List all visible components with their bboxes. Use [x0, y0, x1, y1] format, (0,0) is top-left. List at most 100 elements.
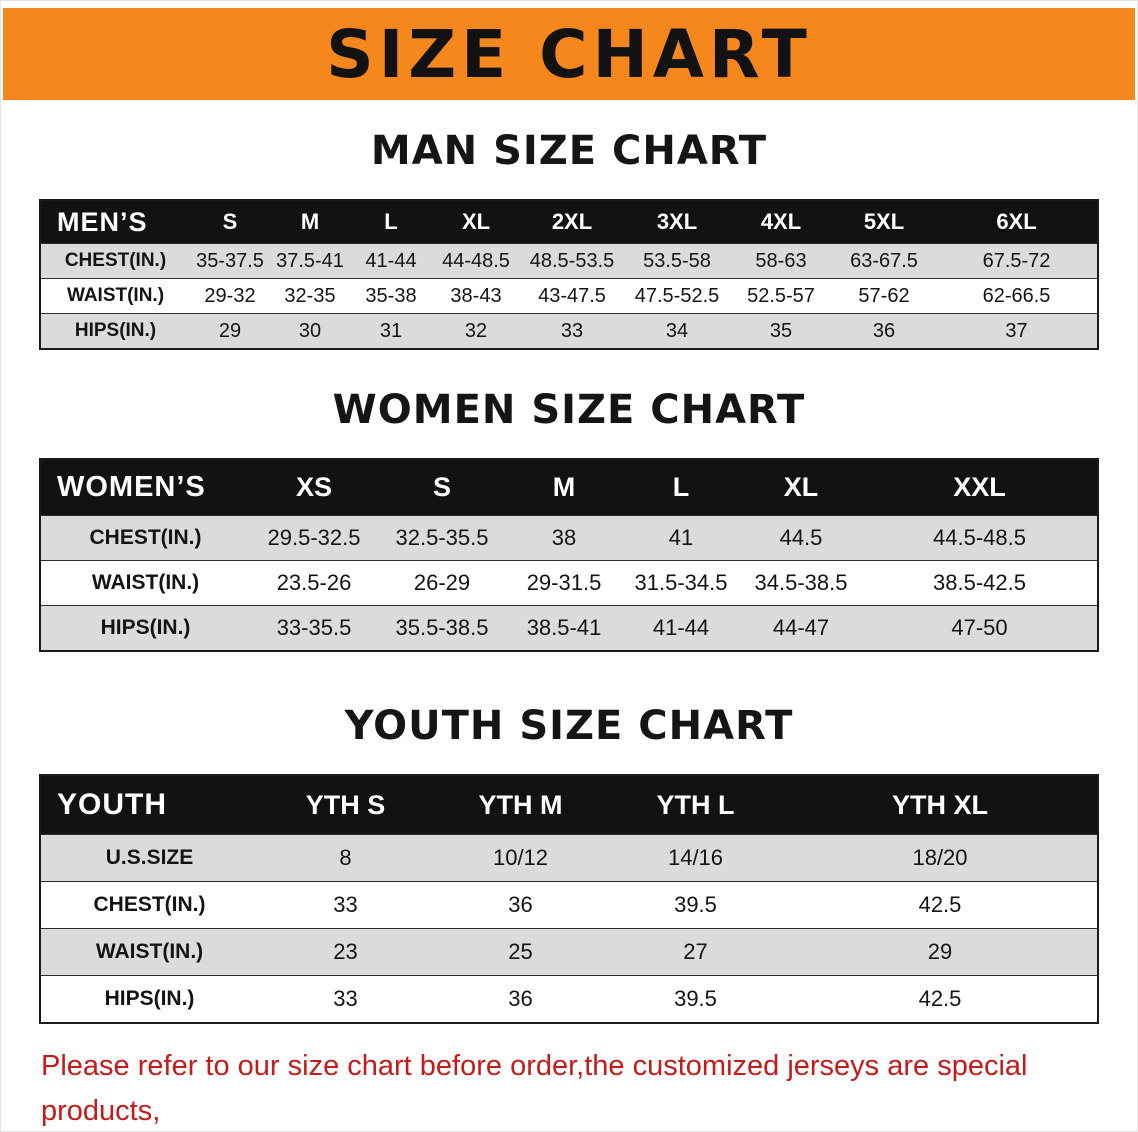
value-cell: 58-63 — [730, 243, 832, 279]
size-column-header: YTH XL — [783, 775, 1098, 835]
value-cell: 36 — [433, 975, 608, 1023]
value-cell: 35-38 — [350, 278, 432, 314]
value-cell: 47-50 — [862, 605, 1098, 651]
row-label-cell: WAIST(IN.) — [40, 278, 190, 314]
value-cell: 63-67.5 — [832, 243, 936, 279]
value-cell: 53.5-58 — [624, 243, 730, 279]
row-label-cell: CHEST(IN.) — [40, 243, 190, 279]
value-cell: 41 — [622, 515, 740, 561]
value-cell: 8 — [258, 834, 433, 882]
value-cell: 29 — [783, 928, 1098, 976]
footer-note-line-1: Please refer to our size chart before or… — [41, 1050, 1028, 1127]
value-cell: 38-43 — [432, 278, 520, 314]
value-cell: 67.5-72 — [936, 243, 1098, 279]
women-section-heading: WOMEN SIZE CHART — [332, 387, 806, 433]
value-cell: 25 — [433, 928, 608, 976]
table-row: HIPS(IN.) 33-35.5 35.5-38.5 38.5-41 41-44 44-… — [40, 605, 1098, 651]
value-cell: 38.5-41 — [506, 605, 622, 651]
value-cell: 41-44 — [350, 243, 432, 279]
size-column-header: M — [506, 459, 622, 516]
youth-size-section: YOUTH SIZE CHART YOUTH YTH S YTH M YTH L YTH… — [1, 702, 1137, 1024]
size-column-header: 3XL — [624, 200, 730, 244]
value-cell: 35-37.5 — [190, 243, 270, 279]
value-cell: 14/16 — [608, 834, 783, 882]
row-label-cell: HIPS(IN.) — [40, 975, 258, 1023]
page-title: SIZE CHART — [326, 15, 812, 93]
table-row: HIPS(IN.) 33 36 39.5 42.5 — [40, 975, 1098, 1023]
row-label-cell: CHEST(IN.) — [40, 515, 250, 561]
size-column-header: L — [350, 200, 432, 244]
row-label-cell: WAIST(IN.) — [40, 928, 258, 976]
value-cell: 35 — [730, 313, 832, 349]
size-column-header: XS — [250, 459, 378, 516]
value-cell: 33-35.5 — [250, 605, 378, 651]
table-row: WAIST(IN.) 23 25 27 29 — [40, 928, 1098, 976]
men-section-heading: MAN SIZE CHART — [370, 128, 768, 174]
value-cell: 36 — [433, 881, 608, 929]
value-cell: 32 — [432, 313, 520, 349]
table-row: U.S.SIZE 8 10/12 14/16 18/20 — [40, 834, 1098, 882]
value-cell: 47.5-52.5 — [624, 278, 730, 314]
value-cell: 29.5-32.5 — [250, 515, 378, 561]
table-corner-label: WOMEN’S — [40, 459, 250, 516]
table-header-row: MEN’S S M L XL 2XL 3XL 4XL 5XL 6XL — [40, 200, 1098, 244]
value-cell: 18/20 — [783, 834, 1098, 882]
men-size-section: MAN SIZE CHART MEN’S S M L XL 2XL 3XL 4XL 5XL 6XL… — [1, 127, 1137, 350]
size-column-header: YTH L — [608, 775, 783, 835]
row-label-cell: HIPS(IN.) — [40, 605, 250, 651]
value-cell: 33 — [520, 313, 624, 349]
size-column-header: L — [622, 459, 740, 516]
value-cell: 30 — [270, 313, 350, 349]
youth-section-heading: YOUTH SIZE CHART — [344, 703, 794, 749]
value-cell: 52.5-57 — [730, 278, 832, 314]
value-cell: 44.5-48.5 — [862, 515, 1098, 561]
value-cell: 29 — [190, 313, 270, 349]
row-label-cell: CHEST(IN.) — [40, 881, 258, 929]
value-cell: 44-48.5 — [432, 243, 520, 279]
value-cell: 42.5 — [783, 881, 1098, 929]
value-cell: 26-29 — [378, 560, 506, 606]
value-cell: 31 — [350, 313, 432, 349]
men-size-table: MEN’S S M L XL 2XL 3XL 4XL 5XL 6XL CHEST(IN.) 35-37… — [39, 199, 1099, 350]
size-chart-banner: SIZE CHART — [3, 8, 1135, 100]
table-row: HIPS(IN.) 29 30 31 32 33 34 35 36 37 — [40, 313, 1098, 349]
value-cell: 27 — [608, 928, 783, 976]
table-row: CHEST(IN.) 29.5-32.5 32.5-35.5 38 41 44.5 44.5… — [40, 515, 1098, 561]
value-cell: 35.5-38.5 — [378, 605, 506, 651]
value-cell: 38.5-42.5 — [862, 560, 1098, 606]
value-cell: 57-62 — [832, 278, 936, 314]
size-column-header: XXL — [862, 459, 1098, 516]
value-cell: 32-35 — [270, 278, 350, 314]
table-header-row: YOUTH YTH S YTH M YTH L YTH XL — [40, 775, 1098, 835]
value-cell: 48.5-53.5 — [520, 243, 624, 279]
table-row: CHEST(IN.) 33 36 39.5 42.5 — [40, 881, 1098, 929]
value-cell: 43-47.5 — [520, 278, 624, 314]
table-row: WAIST(IN.) 23.5-26 26-29 29-31.5 31.5-34.5 34… — [40, 560, 1098, 606]
size-column-header: 4XL — [730, 200, 832, 244]
value-cell: 31.5-34.5 — [622, 560, 740, 606]
size-column-header: YTH S — [258, 775, 433, 835]
value-cell: 44-47 — [740, 605, 862, 651]
table-corner-label: MEN’S — [40, 200, 190, 244]
value-cell: 32.5-35.5 — [378, 515, 506, 561]
table-header-row: WOMEN’S XS S M L XL XXL — [40, 459, 1098, 516]
value-cell: 33 — [258, 881, 433, 929]
women-size-table: WOMEN’S XS S M L XL XXL CHEST(IN.) 29.5-32.5 32.5… — [39, 458, 1099, 652]
size-column-header: S — [378, 459, 506, 516]
value-cell: 38 — [506, 515, 622, 561]
value-cell: 29-32 — [190, 278, 270, 314]
table-corner-label: YOUTH — [40, 775, 258, 835]
value-cell: 29-31.5 — [506, 560, 622, 606]
size-column-header: XL — [432, 200, 520, 244]
row-label-cell: HIPS(IN.) — [40, 313, 190, 349]
value-cell: 62-66.5 — [936, 278, 1098, 314]
size-column-header: S — [190, 200, 270, 244]
youth-size-table: YOUTH YTH S YTH M YTH L YTH XL U.S.SIZE 8 10/12… — [39, 774, 1099, 1024]
size-column-header: 2XL — [520, 200, 624, 244]
size-column-header: XL — [740, 459, 862, 516]
row-label-cell: WAIST(IN.) — [40, 560, 250, 606]
row-label-cell: U.S.SIZE — [40, 834, 258, 882]
size-column-header: 6XL — [936, 200, 1098, 244]
value-cell: 41-44 — [622, 605, 740, 651]
